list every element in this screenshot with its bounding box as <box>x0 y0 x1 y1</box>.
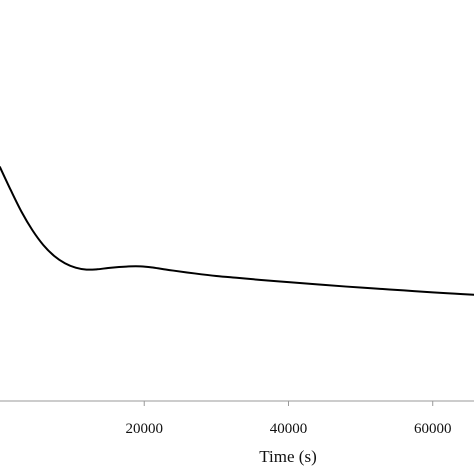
x-axis-title: Time (s) <box>259 447 316 466</box>
x-tick-label: 20000 <box>125 421 163 437</box>
x-tick-label: 60000 <box>414 421 452 437</box>
x-axis-ticks <box>143 401 434 406</box>
series-line <box>0 166 474 296</box>
x-tick-label: 40000 <box>270 421 308 437</box>
x-axis-tick-labels: 20000 40000 60000 <box>125 421 451 437</box>
